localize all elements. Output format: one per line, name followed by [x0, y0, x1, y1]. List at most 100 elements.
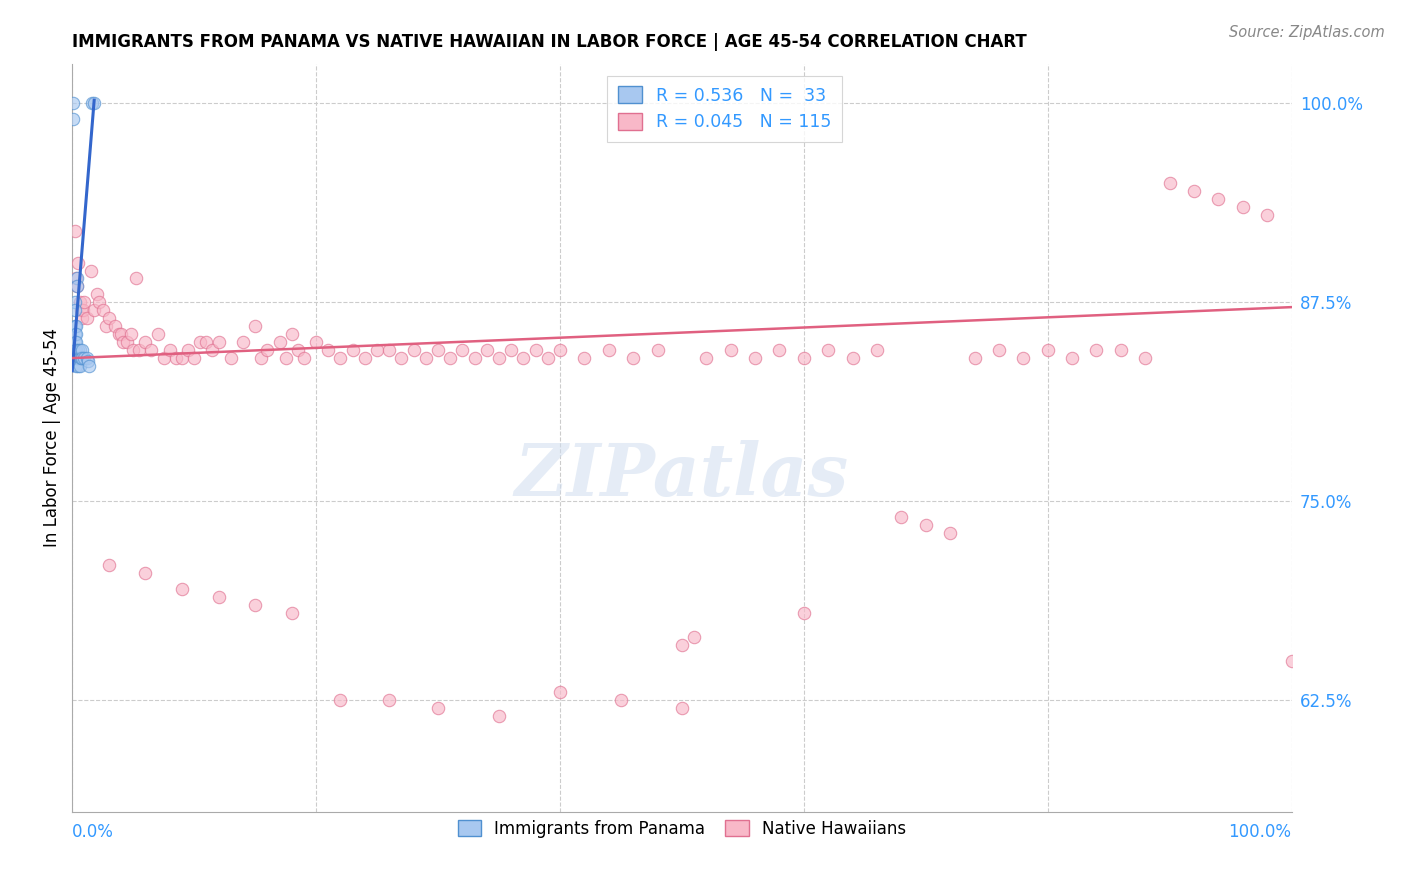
Point: [76, 351, 98, 365]
Point: [610, 693, 633, 707]
Point: [70, 351, 93, 365]
Point: [256, 343, 278, 358]
Point: [671, 638, 693, 652]
Point: [598, 343, 620, 358]
Point: [62, 96, 84, 111]
Text: IMMIGRANTS FROM PANAMA VS NATIVE HAWAIIAN IN LABOR FORCE | AGE 45-54 CORRELATION: IMMIGRANTS FROM PANAMA VS NATIVE HAWAIIA…: [72, 33, 1026, 51]
Point: [512, 351, 534, 365]
Point: [1109, 343, 1132, 358]
Point: [120, 327, 142, 342]
Point: [1232, 200, 1254, 214]
Text: ZIPatlas: ZIPatlas: [515, 440, 849, 510]
Point: [63, 335, 86, 350]
Point: [548, 685, 571, 699]
Point: [866, 343, 889, 358]
Point: [274, 351, 297, 365]
Point: [183, 351, 205, 365]
Point: [73, 351, 96, 365]
Point: [366, 343, 388, 358]
Point: [67, 255, 90, 269]
Point: [69, 343, 91, 358]
Point: [65, 351, 87, 365]
Legend: Immigrants from Panama, Native Hawaiians: Immigrants from Panama, Native Hawaiians: [451, 814, 912, 845]
Point: [250, 351, 273, 365]
Point: [141, 343, 163, 358]
Point: [72, 303, 94, 318]
Point: [890, 510, 912, 524]
Point: [188, 335, 211, 350]
Point: [63, 303, 86, 318]
Point: [66, 271, 89, 285]
Point: [87, 295, 110, 310]
Point: [292, 351, 315, 365]
Point: [165, 351, 187, 365]
Point: [671, 701, 693, 715]
Point: [65, 359, 87, 373]
Point: [683, 630, 706, 644]
Point: [65, 271, 87, 285]
Point: [1085, 343, 1108, 358]
Point: [79, 359, 101, 373]
Point: [574, 351, 596, 365]
Point: [1182, 184, 1205, 198]
Point: [110, 327, 132, 342]
Point: [817, 343, 839, 358]
Point: [402, 343, 425, 358]
Point: [329, 351, 352, 365]
Point: [219, 351, 242, 365]
Point: [66, 279, 89, 293]
Point: [1135, 351, 1157, 365]
Point: [83, 303, 105, 318]
Text: Source: ZipAtlas.com: Source: ZipAtlas.com: [1229, 25, 1385, 40]
Point: [66, 279, 89, 293]
Point: [65, 343, 87, 358]
Point: [280, 606, 302, 620]
Text: 0.0%: 0.0%: [72, 823, 114, 841]
Point: [464, 351, 486, 365]
Point: [112, 335, 135, 350]
Point: [427, 343, 450, 358]
Point: [69, 351, 91, 365]
Point: [243, 598, 266, 612]
Point: [1159, 176, 1181, 190]
Point: [128, 343, 150, 358]
Point: [91, 303, 114, 318]
Point: [77, 354, 100, 368]
Text: 100.0%: 100.0%: [1229, 823, 1292, 841]
Point: [207, 335, 229, 350]
Point: [621, 351, 644, 365]
Point: [62, 112, 84, 127]
Point: [65, 319, 87, 334]
Point: [939, 526, 962, 541]
Point: [1012, 351, 1035, 365]
Point: [1060, 351, 1083, 365]
Point: [987, 343, 1010, 358]
Point: [841, 351, 863, 365]
Point: [195, 335, 218, 350]
Point: [207, 590, 229, 604]
Point: [79, 263, 101, 277]
Point: [488, 351, 510, 365]
Point: [65, 335, 87, 350]
Point: [354, 351, 377, 365]
Point: [548, 343, 571, 358]
Point: [269, 335, 291, 350]
Point: [316, 343, 339, 358]
Point: [793, 606, 815, 620]
Point: [146, 327, 169, 342]
Point: [537, 351, 560, 365]
Point: [65, 327, 87, 342]
Point: [134, 566, 156, 580]
Point: [66, 351, 89, 365]
Point: [1281, 654, 1303, 668]
Point: [69, 351, 91, 365]
Point: [63, 319, 86, 334]
Point: [243, 319, 266, 334]
Point: [63, 295, 86, 310]
Point: [69, 359, 91, 373]
Point: [97, 558, 120, 572]
Point: [768, 343, 790, 358]
Point: [488, 709, 510, 723]
Point: [1256, 208, 1278, 222]
Point: [67, 343, 90, 358]
